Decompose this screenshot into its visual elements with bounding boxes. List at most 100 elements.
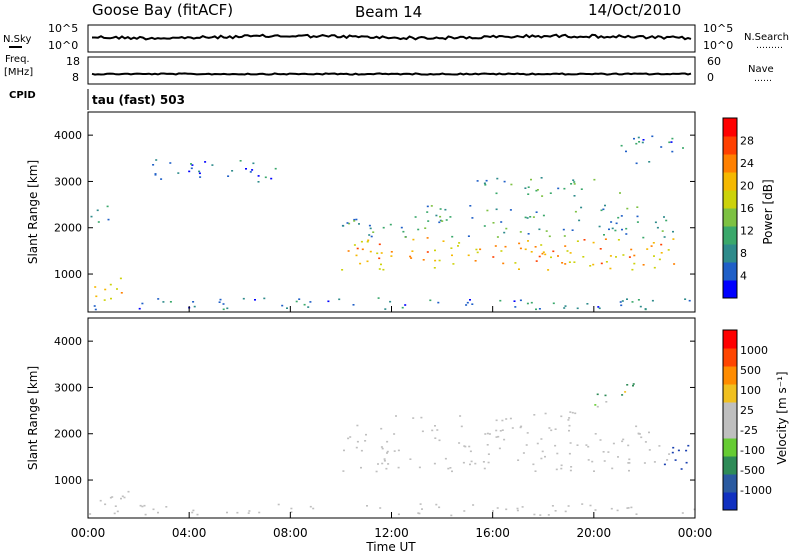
scatter-cell bbox=[643, 462, 646, 464]
scatter-cell bbox=[154, 173, 157, 175]
scatter-cell bbox=[309, 301, 312, 303]
colorbar-tick-label: -500 bbox=[740, 464, 765, 477]
scatter-cell bbox=[500, 250, 503, 252]
colorbar-swatch bbox=[723, 262, 737, 281]
scatter-cell bbox=[621, 440, 624, 443]
scatter-cell bbox=[169, 162, 172, 164]
scatter-cell bbox=[542, 251, 545, 253]
scatter-cell bbox=[434, 249, 436, 252]
scatter-cell bbox=[510, 183, 513, 186]
scatter-cell bbox=[674, 459, 677, 461]
scatter-cell bbox=[580, 188, 583, 190]
scatter-cell bbox=[422, 259, 425, 261]
scatter-cell bbox=[366, 505, 368, 507]
scatter-cell bbox=[672, 238, 675, 240]
scatter-cell bbox=[619, 301, 622, 303]
scatter-cell bbox=[138, 307, 141, 310]
scatter-cell bbox=[668, 453, 671, 455]
scatter-cell bbox=[626, 207, 629, 210]
colorbar-tick-label: 4 bbox=[740, 270, 747, 283]
scatter-cell bbox=[421, 430, 424, 433]
scatter-cell bbox=[483, 182, 486, 185]
scatter-cell bbox=[573, 195, 576, 197]
time-xlabel: Time UT bbox=[365, 540, 416, 554]
scatter-cell bbox=[191, 164, 194, 166]
scatter-cell bbox=[668, 141, 671, 144]
scatter-cell bbox=[434, 437, 437, 439]
scatter-cell bbox=[503, 231, 506, 234]
scatter-cell bbox=[353, 218, 356, 221]
scatter-cell bbox=[387, 463, 390, 465]
scatter-cell bbox=[567, 419, 570, 421]
scatter-cell bbox=[426, 211, 429, 213]
freq-panel-frame bbox=[87, 56, 696, 85]
scatter-cell bbox=[341, 269, 344, 271]
scatter-cell bbox=[483, 225, 486, 227]
scatter-cell bbox=[93, 305, 96, 307]
scatter-cell bbox=[390, 251, 393, 253]
scatter-cell bbox=[476, 251, 479, 254]
scatter-cell bbox=[619, 192, 621, 194]
colorbar-swatch bbox=[723, 154, 737, 173]
scatter-cell bbox=[95, 295, 98, 298]
scatter-cell bbox=[444, 457, 447, 460]
scatter-cell bbox=[376, 252, 379, 255]
scatter-cell bbox=[563, 235, 566, 237]
scatter-cell bbox=[570, 466, 573, 468]
scatter-cell bbox=[247, 512, 250, 514]
scatter-cell bbox=[585, 444, 588, 446]
scatter-cell bbox=[484, 433, 487, 435]
scatter-cell bbox=[199, 176, 202, 178]
scatter-cell bbox=[602, 451, 605, 453]
scatter-cell bbox=[368, 234, 371, 236]
colorbar-swatch bbox=[723, 492, 737, 511]
velocity-ylabel: Slant Range [km] bbox=[26, 366, 40, 470]
scatter-cell bbox=[541, 450, 544, 453]
y-tick-label: 2000 bbox=[54, 428, 82, 441]
scatter-cell bbox=[386, 450, 389, 453]
scatter-cell bbox=[571, 229, 574, 231]
scatter-cell bbox=[433, 462, 436, 465]
scatter-cell bbox=[626, 298, 628, 300]
scatter-cell bbox=[497, 435, 500, 438]
scatter-cell bbox=[544, 253, 547, 256]
scatter-cell bbox=[120, 497, 122, 500]
scatter-cell bbox=[114, 505, 117, 507]
scatter-cell bbox=[534, 470, 537, 472]
beam-title: Beam 14 bbox=[355, 3, 422, 21]
scatter-cell bbox=[519, 426, 522, 429]
scatter-cell bbox=[312, 507, 315, 510]
scatter-cell bbox=[498, 447, 501, 450]
scatter-cell bbox=[622, 254, 625, 256]
scatter-cell bbox=[653, 255, 655, 257]
scatter-cell bbox=[568, 417, 571, 419]
scatter-cell bbox=[635, 513, 638, 515]
scatter-cell bbox=[568, 429, 570, 432]
scatter-cell bbox=[438, 506, 441, 509]
scatter-cell bbox=[626, 507, 629, 509]
scatter-cell bbox=[467, 254, 470, 257]
scatter-cell bbox=[620, 144, 623, 147]
scatter-cell bbox=[495, 192, 498, 195]
scatter-cell bbox=[263, 297, 266, 300]
colorbar-swatch bbox=[723, 118, 737, 137]
scatter-cell bbox=[617, 239, 620, 241]
scatter-cell bbox=[644, 441, 647, 443]
scatter-cell bbox=[563, 307, 566, 309]
scatter-cell bbox=[257, 181, 260, 183]
scatter-cell bbox=[303, 303, 306, 306]
scatter-cell bbox=[414, 216, 417, 218]
scatter-cell bbox=[538, 308, 541, 310]
scatter-cell bbox=[379, 507, 382, 509]
scatter-cell bbox=[540, 438, 543, 440]
scatter-cell bbox=[474, 462, 477, 465]
scatter-cell bbox=[568, 424, 571, 427]
scatter-cell bbox=[617, 216, 620, 219]
scatter-cell bbox=[628, 458, 631, 461]
scatter-cell bbox=[165, 506, 168, 508]
scatter-cell bbox=[290, 507, 293, 510]
scatter-cell bbox=[451, 235, 454, 238]
scatter-cell bbox=[650, 245, 653, 247]
power-colorbar: 4 8 12 16 20 24 28 bbox=[722, 117, 754, 299]
scatter-cell bbox=[486, 209, 489, 212]
